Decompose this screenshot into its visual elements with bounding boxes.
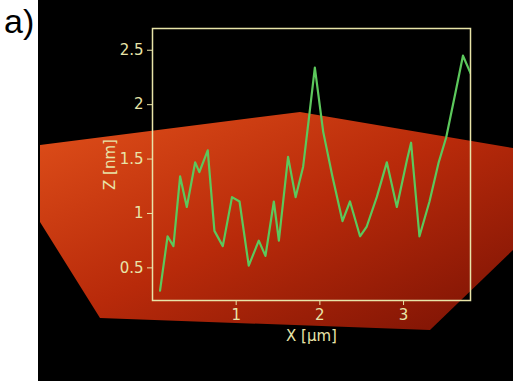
svg-text:Z [nm]: Z [nm] bbox=[101, 139, 119, 190]
svg-text:1: 1 bbox=[134, 204, 144, 222]
svg-text:2: 2 bbox=[315, 306, 325, 324]
svg-text:2: 2 bbox=[134, 95, 144, 113]
svg-text:1.5: 1.5 bbox=[120, 150, 144, 168]
svg-text:0.5: 0.5 bbox=[120, 259, 144, 277]
svg-text:3: 3 bbox=[399, 306, 409, 324]
svg-text:2.5: 2.5 bbox=[120, 41, 144, 59]
svg-text:1: 1 bbox=[231, 306, 241, 324]
svg-text:X [μm]: X [μm] bbox=[286, 327, 337, 345]
html-text:a): a) bbox=[4, 2, 35, 40]
